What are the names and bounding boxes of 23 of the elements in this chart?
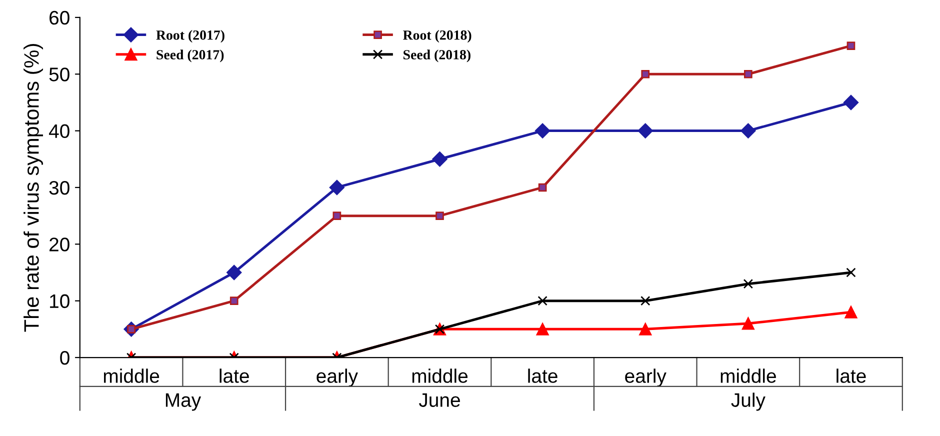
y-tick-label: 50 [49, 68, 70, 82]
x-tick-label: late [836, 368, 866, 383]
legend-label: Root (2017) [156, 30, 224, 43]
y-tick-label: 20 [50, 238, 70, 252]
y-tick-label: 60 [50, 10, 70, 25]
x-tick-label: middle [412, 368, 468, 383]
y-axis-title: The rate of virus symptoms (%) [24, 44, 43, 332]
y-tick-label: 0 [60, 350, 70, 365]
x-tick-label: middle [720, 368, 776, 383]
text: May [166, 393, 202, 411]
legend-label: Seed (2018) [404, 50, 470, 62]
legend-label: Root (2018) [403, 30, 472, 43]
y-tick-label: 30 [49, 180, 70, 195]
x-tick-label: early [316, 368, 358, 387]
y-tick-label: 10 [50, 294, 70, 308]
x-tick-label: late [528, 368, 558, 383]
x-tick-label: middle [104, 368, 160, 383]
text: July [731, 392, 766, 411]
x-tick-label: late [220, 368, 249, 383]
y-tick-label: 40 [49, 124, 70, 138]
text: June [418, 393, 460, 407]
x-tick-label: early [625, 368, 666, 387]
legend-label: Seed (2017) [156, 50, 224, 62]
